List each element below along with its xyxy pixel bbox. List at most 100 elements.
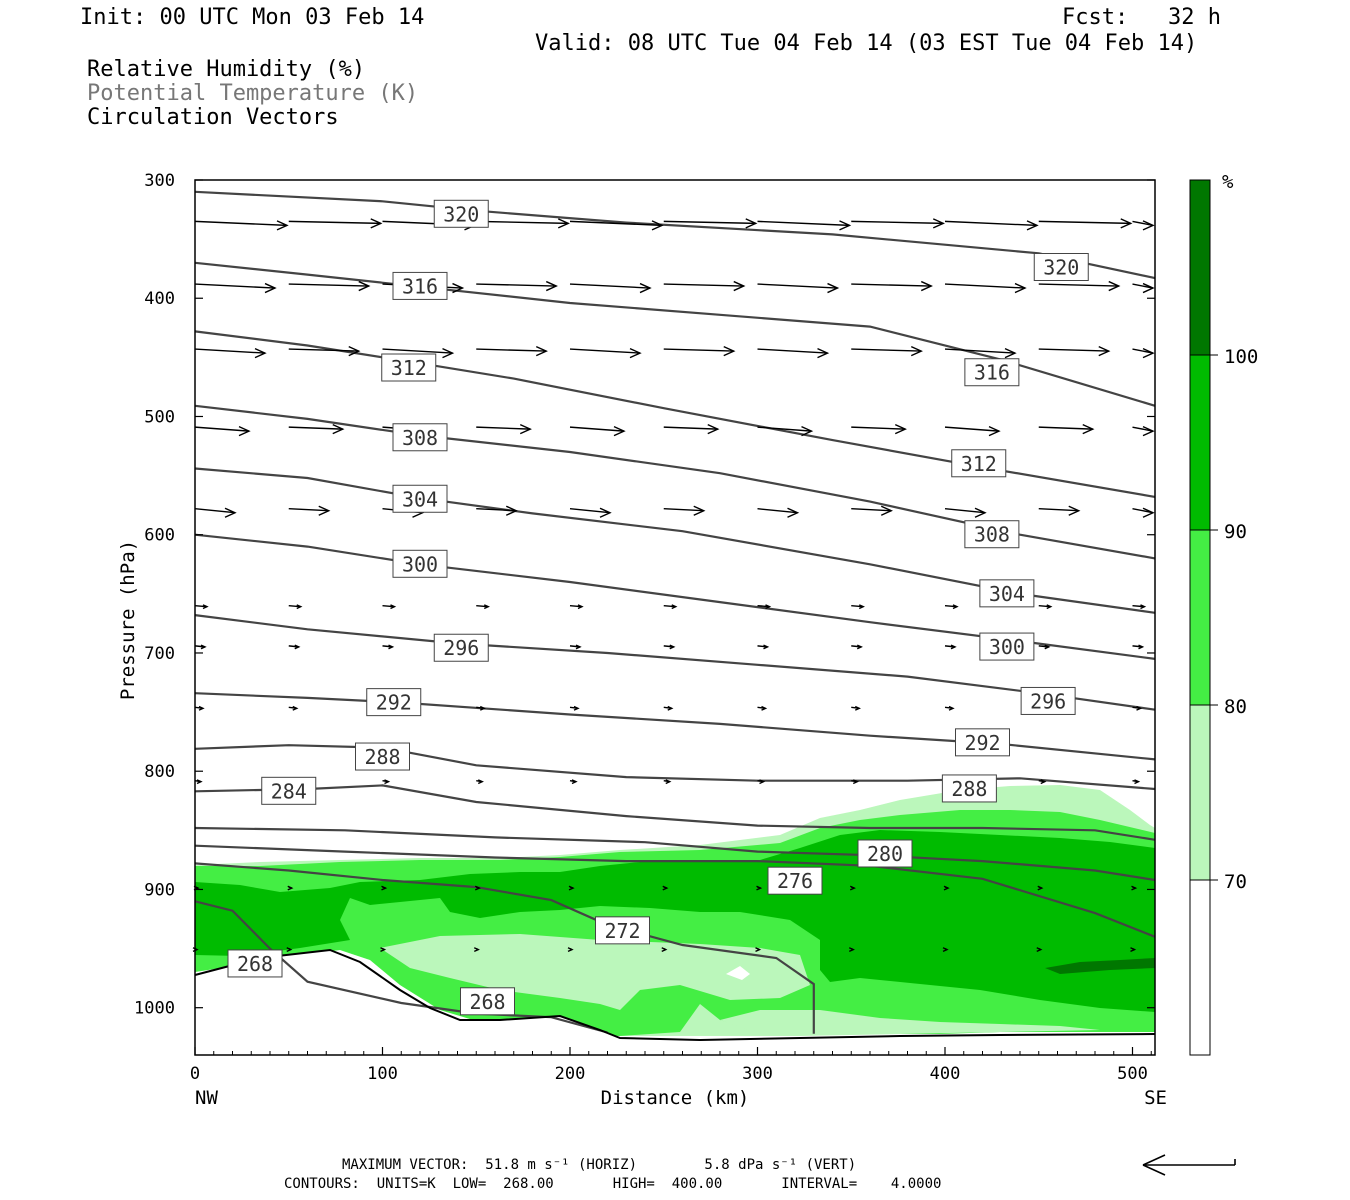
wind-vector-head (1004, 347, 1017, 359)
wind-vector-head (661, 947, 668, 953)
theta-label-292-1: 292 (964, 731, 1000, 755)
theta-label-box-292-0 (366, 688, 422, 717)
colorbar-bin-0 (1190, 880, 1210, 1055)
wind-vector-head (950, 644, 957, 650)
wind-vector (851, 348, 922, 352)
theta-label-300-0: 300 (402, 552, 438, 576)
wind-vector-head (1036, 947, 1043, 953)
wind-vector (757, 220, 850, 227)
wind-vector (944, 508, 986, 514)
theta-label-320-1: 320 (1043, 256, 1079, 280)
wind-vector (757, 348, 828, 354)
wind-vector (944, 283, 1026, 289)
wind-vector (851, 220, 944, 225)
wind-vector (663, 508, 704, 512)
wind-vector-head (1108, 280, 1121, 292)
wind-vector-head (276, 220, 289, 231)
field-relative-humidity: Relative Humidity (%) (87, 57, 366, 82)
wind-vector (194, 508, 236, 514)
wind-vector-head (920, 280, 933, 292)
theta-label-box-320-1 (1033, 253, 1089, 281)
wind-vector (757, 508, 798, 514)
wind-vector (663, 348, 734, 352)
wind-vector-head (202, 604, 209, 610)
max-vector-info: MAXIMUM VECTOR: 51.8 m s⁻¹ (HORIZ) 5.8 d… (342, 1157, 857, 1173)
wind-vector-head (254, 347, 267, 359)
wind-vector (288, 508, 329, 512)
wind-vector-head (483, 604, 490, 610)
wind-vector (569, 508, 611, 514)
rh-band-90-100 (195, 830, 1155, 1012)
wind-vector (569, 220, 663, 227)
theta-label-box-308-1 (964, 520, 1020, 549)
theta-label-box-312-1 (951, 449, 1007, 478)
wind-vector (944, 220, 1038, 227)
wind-vector (1038, 508, 1079, 512)
wind-vector-head (787, 507, 800, 518)
y-tick-label: 300 (144, 171, 175, 191)
wind-vector-head (1046, 604, 1053, 610)
wind-vector-head (1136, 705, 1143, 711)
wind-vector-head (567, 947, 574, 953)
wind-vector-head (1040, 779, 1047, 785)
theta-label-292-0: 292 (376, 691, 412, 715)
theta-label-296-1: 296 (1030, 689, 1066, 713)
wind-vector-head (264, 282, 277, 294)
wind-vector (757, 283, 838, 289)
wind-vector (569, 283, 651, 289)
x-tick-label: 100 (367, 1064, 398, 1084)
y-tick-label: 500 (144, 407, 175, 427)
wind-vector (194, 283, 276, 289)
field-potential-temperature: Potential Temperature (K) (87, 81, 419, 106)
theta-label-box-296-0 (433, 633, 489, 662)
axes: 0 100 200 300 400 500 300 400 500 600 700 800 900 100… (134, 171, 1155, 1084)
wind-vector (1132, 348, 1154, 354)
wind-vector-head (755, 947, 762, 953)
colorbar-bin-3 (1190, 355, 1210, 530)
theta-contour-280 (194, 826, 1156, 882)
wind-vector-head (827, 282, 840, 294)
wind-vector-head (1142, 507, 1155, 518)
wind-vector-head (839, 220, 852, 231)
wind-vector-head (667, 705, 674, 711)
init-time: Init: 00 UTC Mon 03 Feb 14 (80, 5, 425, 30)
theta-label-box-312-0 (381, 353, 437, 382)
wind-vector-head (1140, 604, 1147, 610)
wind-vector-head (196, 779, 203, 785)
wind-vector-head (858, 604, 865, 610)
wind-vector-head (669, 644, 676, 650)
colorbar-label: 100 (1224, 346, 1258, 368)
wind-vector-head (745, 218, 758, 229)
terrain-mask (195, 950, 1155, 1055)
relative-humidity-fill (195, 785, 1155, 1055)
theta-label-box-292-1 (955, 728, 1010, 757)
theta-label-288-1: 288 (951, 777, 987, 801)
wind-vector-head (763, 644, 770, 650)
wind-vector-head (384, 779, 391, 785)
theta-label-312-0: 312 (391, 356, 427, 380)
contour-labels: 320 320 316 316 312 312 308 308 304 304 300 300 296 2… (227, 199, 1089, 1016)
terrain-surface (194, 948, 1156, 1042)
wind-vector-head (948, 705, 955, 711)
theta-label-box-288-1 (941, 774, 997, 803)
reference-vector-arrow (1142, 1154, 1236, 1176)
colorbar-bin-2 (1190, 530, 1210, 705)
wind-vector (1132, 426, 1154, 432)
theta-label-box-300-1 (979, 632, 1035, 661)
wind-vector-head (348, 345, 361, 357)
wind-vector (757, 426, 812, 432)
wind-vector-head (671, 604, 678, 610)
wind-vector-head (707, 423, 720, 435)
wind-vector-head (613, 425, 626, 437)
wind-vector-head (479, 705, 486, 711)
wind-vector-head (575, 644, 582, 650)
contour-info: CONTOURS: UNITS=K LOW= 268.00 HIGH= 400.… (284, 1176, 942, 1192)
wind-vector-head (943, 885, 950, 891)
wind-vector-head (952, 604, 959, 610)
theta-label-box-288-0 (355, 742, 410, 771)
x-tick-label: 400 (930, 1064, 961, 1084)
wind-vector-head (733, 280, 746, 292)
wind-vector-head (1142, 282, 1155, 294)
wind-vector-head (286, 947, 293, 953)
y-tick-label: 1000 (134, 999, 175, 1019)
